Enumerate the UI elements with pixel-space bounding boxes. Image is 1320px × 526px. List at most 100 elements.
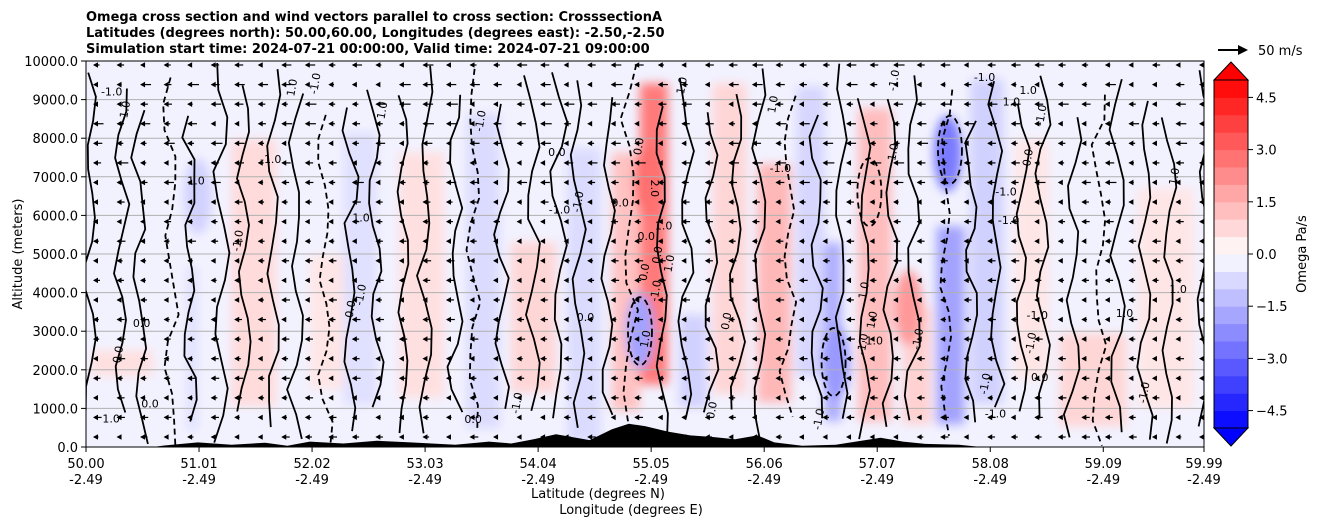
wind-vector (610, 257, 619, 264)
wind-vector (798, 101, 804, 107)
wind-vector (798, 355, 808, 362)
wind-vector (704, 81, 711, 88)
wind-vector (234, 179, 240, 186)
wind-vector (963, 199, 970, 205)
wind-vector (351, 297, 358, 303)
x-tick-label-lat: 57.07 (859, 457, 896, 472)
wind-vector (1175, 277, 1182, 284)
wind-vector (445, 218, 453, 225)
colorbar-tick-label: 3.0 (1256, 144, 1277, 159)
wind-vector (1010, 277, 1020, 284)
wind-vector (798, 336, 806, 342)
wind-vector (163, 101, 172, 107)
wind-vector (940, 297, 947, 303)
wind-vector (728, 375, 737, 382)
wind-vector (846, 434, 852, 440)
wind-vector (1057, 355, 1066, 362)
wind-vector (210, 179, 221, 186)
wind-vector (798, 297, 805, 303)
wind-vector (775, 355, 785, 362)
wind-vector (1175, 218, 1184, 225)
wind-vector (798, 277, 808, 284)
wind-vector (163, 81, 172, 88)
wind-vector (1151, 120, 1160, 127)
wind-vector (328, 179, 336, 186)
wind-vector (704, 355, 714, 362)
wind-vector (798, 238, 805, 245)
wind-vector (704, 375, 711, 382)
wind-vector (445, 62, 451, 68)
wind-vector (1081, 297, 1087, 303)
wind-vector (493, 297, 500, 303)
wind-vector (869, 434, 875, 440)
x-tick-label-lon: -2.49 (182, 473, 216, 488)
wind-vector (1151, 238, 1161, 245)
wind-vector (681, 277, 687, 284)
wind-vector (634, 179, 640, 186)
wind-vector (351, 140, 359, 147)
wind-vector (516, 81, 522, 88)
wind-vector (351, 355, 360, 362)
wind-vector (422, 160, 429, 166)
wind-vector (445, 120, 458, 127)
wind-vector (1081, 62, 1089, 68)
colorbar-segment (1214, 114, 1248, 133)
wind-vector (1081, 238, 1087, 245)
wind-vector (187, 81, 199, 88)
wind-vector (1104, 395, 1111, 401)
wind-vector (775, 297, 785, 303)
wind-vector (469, 277, 475, 284)
wind-vector (445, 101, 458, 107)
wind-vector (1104, 257, 1111, 264)
wind-vector (1034, 140, 1044, 147)
wind-vector (304, 316, 313, 323)
wind-vector (1104, 101, 1110, 107)
wind-vector (210, 120, 216, 127)
wind-vector (704, 199, 712, 205)
wind-vector (610, 62, 622, 68)
wind-vector (940, 199, 946, 205)
wind-vector (798, 179, 810, 186)
colorbar-segment (1214, 236, 1248, 255)
wind-vector (1128, 62, 1134, 68)
wind-vector (869, 257, 878, 264)
wind-vector (822, 199, 830, 205)
wind-vector (822, 355, 830, 362)
wind-vector (398, 218, 404, 225)
contour-line (416, 65, 434, 434)
wind-vector (728, 395, 736, 401)
contour-label: 1.0 (662, 254, 678, 273)
wind-vector (1104, 434, 1112, 440)
y-tick-label: 0.0 (57, 441, 78, 456)
wind-vector (351, 179, 364, 186)
wind-vector (587, 277, 595, 284)
wind-vector (610, 160, 621, 166)
wind-vector (610, 81, 623, 88)
wind-vector (704, 297, 710, 303)
wind-vector (493, 434, 499, 440)
wind-vector (234, 81, 245, 88)
wind-vector (846, 316, 855, 323)
wind-vector (1010, 238, 1017, 245)
colorbar-segment (1214, 288, 1248, 307)
wind-vector (422, 355, 428, 362)
wind-vector (398, 434, 404, 440)
omega-band (796, 86, 825, 377)
wind-vector (1010, 199, 1019, 205)
y-tick-label: 9000.0 (33, 94, 79, 109)
wind-vector (846, 101, 854, 107)
wind-vector (1199, 199, 1204, 205)
wind-vector (940, 355, 947, 362)
wind-vector (940, 81, 946, 88)
wind-vector (1128, 277, 1136, 284)
omega-band (186, 266, 198, 431)
wind-vector (563, 140, 569, 147)
wind-vector (540, 355, 547, 362)
wind-vector (846, 160, 852, 166)
wind-vector (493, 120, 502, 127)
wind-vector (398, 120, 405, 127)
wind-vector (657, 160, 663, 166)
wind-vector (987, 160, 996, 166)
wind-vector (1128, 414, 1136, 421)
wind-vector (963, 218, 972, 225)
